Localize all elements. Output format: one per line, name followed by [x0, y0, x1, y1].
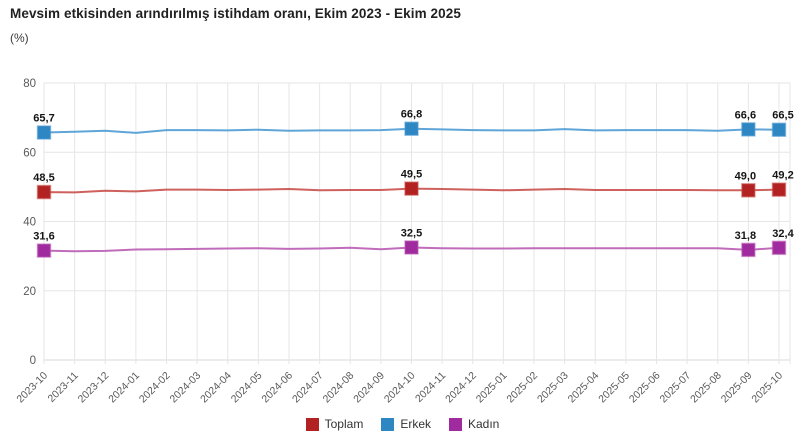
data-point-label: 49,5 — [401, 169, 422, 181]
data-point-marker[interactable] — [404, 121, 419, 136]
data-point-label: 32,4 — [772, 228, 794, 240]
x-axis-tick-label: 2024-07 — [290, 370, 326, 406]
x-axis-tick-label: 2025-05 — [596, 370, 632, 406]
data-point-marker[interactable] — [741, 242, 756, 258]
legend-item-toplam[interactable]: Toplam — [305, 417, 364, 431]
legend-label-kadin: Kadın — [468, 417, 500, 431]
legend-item-erkek[interactable]: Erkek — [381, 417, 431, 431]
data-point-marker[interactable] — [36, 243, 52, 258]
legend-label-toplam: Toplam — [324, 417, 364, 431]
x-axis-tick-label: 2024-11 — [413, 370, 448, 405]
unit-label: (%) — [10, 31, 29, 45]
y-axis-tick-label: 40 — [23, 217, 36, 229]
data-point-label: 31,8 — [735, 230, 756, 242]
x-axis-tick-label: 2025-10 — [749, 370, 785, 406]
legend-item-kadin[interactable]: Kadın — [449, 417, 499, 431]
data-point-label: 66,6 — [735, 109, 756, 121]
x-axis-tick-label: 2024-06 — [259, 370, 295, 406]
x-axis-tick-label: 2025-08 — [688, 370, 724, 406]
data-point-marker[interactable] — [36, 125, 52, 140]
data-point-marker[interactable] — [404, 240, 419, 255]
data-point-label: 48,5 — [33, 172, 54, 184]
x-axis-tick-label: 2023-11 — [46, 370, 81, 405]
data-point-marker[interactable] — [741, 183, 756, 198]
x-axis-tick-label: 2024-01 — [106, 370, 142, 406]
data-point-marker[interactable] — [771, 182, 787, 197]
x-axis-tick-label: 2025-01 — [474, 370, 510, 406]
x-axis-tick-label: 2025-07 — [658, 370, 694, 406]
legend-label-erkek: Erkek — [400, 417, 431, 431]
x-axis-tick-label: 2024-12 — [443, 370, 479, 406]
data-point-marker[interactable] — [36, 184, 52, 200]
x-axis-tick-label: 2024-10 — [382, 370, 418, 406]
data-point-label: 66,8 — [401, 109, 422, 121]
x-axis-tick-label: 2025-03 — [535, 370, 571, 406]
data-point-label: 32,5 — [401, 227, 422, 239]
x-axis-tick-label: 2023-12 — [76, 370, 112, 406]
data-point-label: 65,7 — [33, 113, 54, 125]
x-axis-tick-label: 2025-09 — [719, 370, 755, 406]
x-axis-tick-label: 2025-04 — [566, 370, 602, 406]
legend-swatch-toplam — [305, 417, 319, 431]
x-axis-tick-label: 2024-03 — [168, 370, 204, 406]
data-point-label: 49,0 — [735, 170, 756, 182]
data-point-marker[interactable] — [404, 181, 419, 196]
x-axis-tick-label: 2025-06 — [627, 370, 663, 406]
y-axis-tick-label: 0 — [30, 355, 36, 367]
data-point-marker[interactable] — [771, 122, 787, 137]
x-axis-tick-label: 2025-02 — [504, 370, 540, 406]
data-point-label: 49,2 — [772, 170, 793, 182]
data-point-marker[interactable] — [771, 240, 787, 256]
y-axis-tick-label: 20 — [23, 286, 36, 298]
data-point-marker[interactable] — [741, 122, 756, 137]
x-axis-tick-label: 2024-04 — [198, 370, 234, 406]
x-axis-tick-label: 2024-09 — [351, 370, 387, 406]
legend-swatch-erkek — [381, 417, 395, 431]
x-axis-tick-label: 2024-05 — [229, 370, 265, 406]
legend-swatch-kadin — [449, 417, 462, 431]
x-axis-tick-label: 2024-08 — [321, 370, 357, 406]
chart-legend: Toplam Erkek Kadın — [0, 417, 805, 431]
data-point-label: 66,5 — [772, 110, 793, 122]
y-axis-tick-label: 80 — [23, 78, 36, 90]
page-title: Mevsim etkisinden arındırılmış istihdam … — [10, 6, 461, 21]
x-axis-tick-label: 2024-02 — [137, 370, 173, 406]
x-axis-tick-label: 2023-10 — [14, 370, 50, 406]
data-point-label: 31,6 — [33, 231, 54, 243]
y-axis-tick-label: 60 — [23, 147, 36, 159]
